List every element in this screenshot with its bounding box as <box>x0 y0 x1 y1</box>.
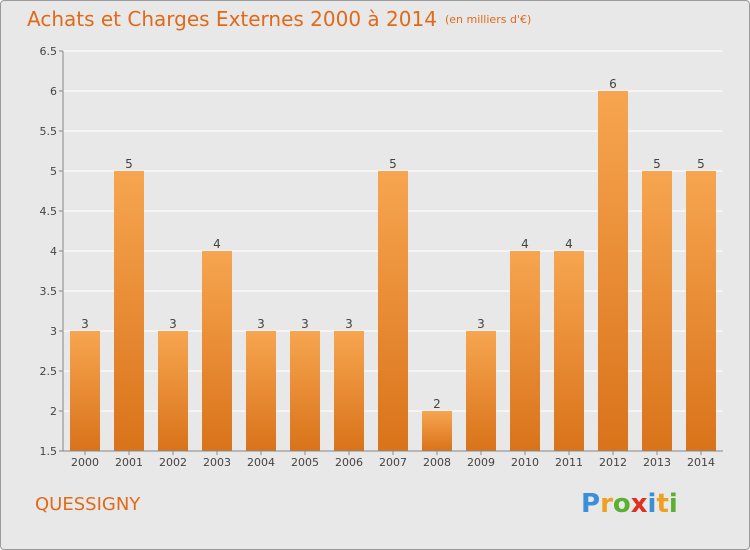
bar-value-label: 3 <box>257 317 265 331</box>
bar <box>642 171 672 451</box>
chart-title: Achats et Charges Externes 2000 à 2014 (e… <box>27 7 531 31</box>
proxiti-logo: Proxiti <box>581 489 678 519</box>
bar <box>202 251 232 451</box>
y-tick-label: 3.5 <box>40 285 58 298</box>
bar <box>290 331 320 451</box>
bar <box>158 331 188 451</box>
bar-value-label: 3 <box>301 317 309 331</box>
x-tick-label: 2009 <box>467 456 495 469</box>
bar <box>70 331 100 451</box>
x-tick-label: 2011 <box>555 456 583 469</box>
chart-subtitle: (en milliers d'€) <box>444 13 532 26</box>
bar <box>334 331 364 451</box>
logo-letter: x <box>630 489 648 519</box>
y-tick-label: 1.5 <box>40 445 58 458</box>
bar <box>598 91 628 451</box>
y-tick-label: 2 <box>50 405 57 418</box>
y-tick-label: 6 <box>50 85 57 98</box>
bar-value-label: 2 <box>433 397 441 411</box>
x-tick-label: 2002 <box>159 456 187 469</box>
bar <box>378 171 408 451</box>
logo-letter: P <box>581 489 601 519</box>
bar <box>466 331 496 451</box>
x-tick-label: 2001 <box>115 456 143 469</box>
x-tick-label: 2006 <box>335 456 363 469</box>
bar-value-label: 3 <box>81 317 89 331</box>
bar-value-label: 3 <box>477 317 485 331</box>
x-tick-label: 2008 <box>423 456 451 469</box>
bar-value-label: 4 <box>521 237 529 251</box>
x-tick-label: 2005 <box>291 456 319 469</box>
y-tick-label: 5.5 <box>40 125 58 138</box>
bar-value-label: 5 <box>653 157 661 171</box>
bar-value-label: 3 <box>345 317 353 331</box>
x-tick-label: 2004 <box>247 456 275 469</box>
chart-title-text: Achats et Charges Externes 2000 à 2014 <box>27 7 437 31</box>
bar <box>554 251 584 451</box>
bar-value-label: 4 <box>213 237 221 251</box>
bar <box>422 411 452 451</box>
y-tick-label: 3 <box>50 325 57 338</box>
y-tick-label: 6.5 <box>40 45 58 58</box>
bar-value-label: 4 <box>565 237 573 251</box>
logo-letter: i <box>647 489 657 519</box>
x-tick-label: 2000 <box>71 456 99 469</box>
bar-value-label: 5 <box>697 157 705 171</box>
x-tick-label: 2003 <box>203 456 231 469</box>
y-tick-label: 4.5 <box>40 205 58 218</box>
bar-value-label: 6 <box>609 77 617 91</box>
bar <box>510 251 540 451</box>
commune-name: QUESSIGNY <box>35 494 141 515</box>
x-tick-label: 2010 <box>511 456 539 469</box>
y-tick-label: 4 <box>50 245 57 258</box>
y-tick-label: 5 <box>50 165 57 178</box>
bar-value-label: 5 <box>389 157 397 171</box>
bar <box>246 331 276 451</box>
bar-value-label: 3 <box>169 317 177 331</box>
bar-value-label: 5 <box>125 157 133 171</box>
x-tick-label: 2014 <box>687 456 715 469</box>
logo-letter: o <box>612 489 631 519</box>
x-tick-label: 2013 <box>643 456 671 469</box>
x-tick-label: 2007 <box>379 456 407 469</box>
x-tick-label: 2012 <box>599 456 627 469</box>
y-tick-label: 2.5 <box>40 365 58 378</box>
logo-letter: i <box>668 489 678 519</box>
bar <box>686 171 716 451</box>
logo-letter: r <box>600 489 613 519</box>
logo-letter: t <box>656 489 669 519</box>
bar <box>114 171 144 451</box>
